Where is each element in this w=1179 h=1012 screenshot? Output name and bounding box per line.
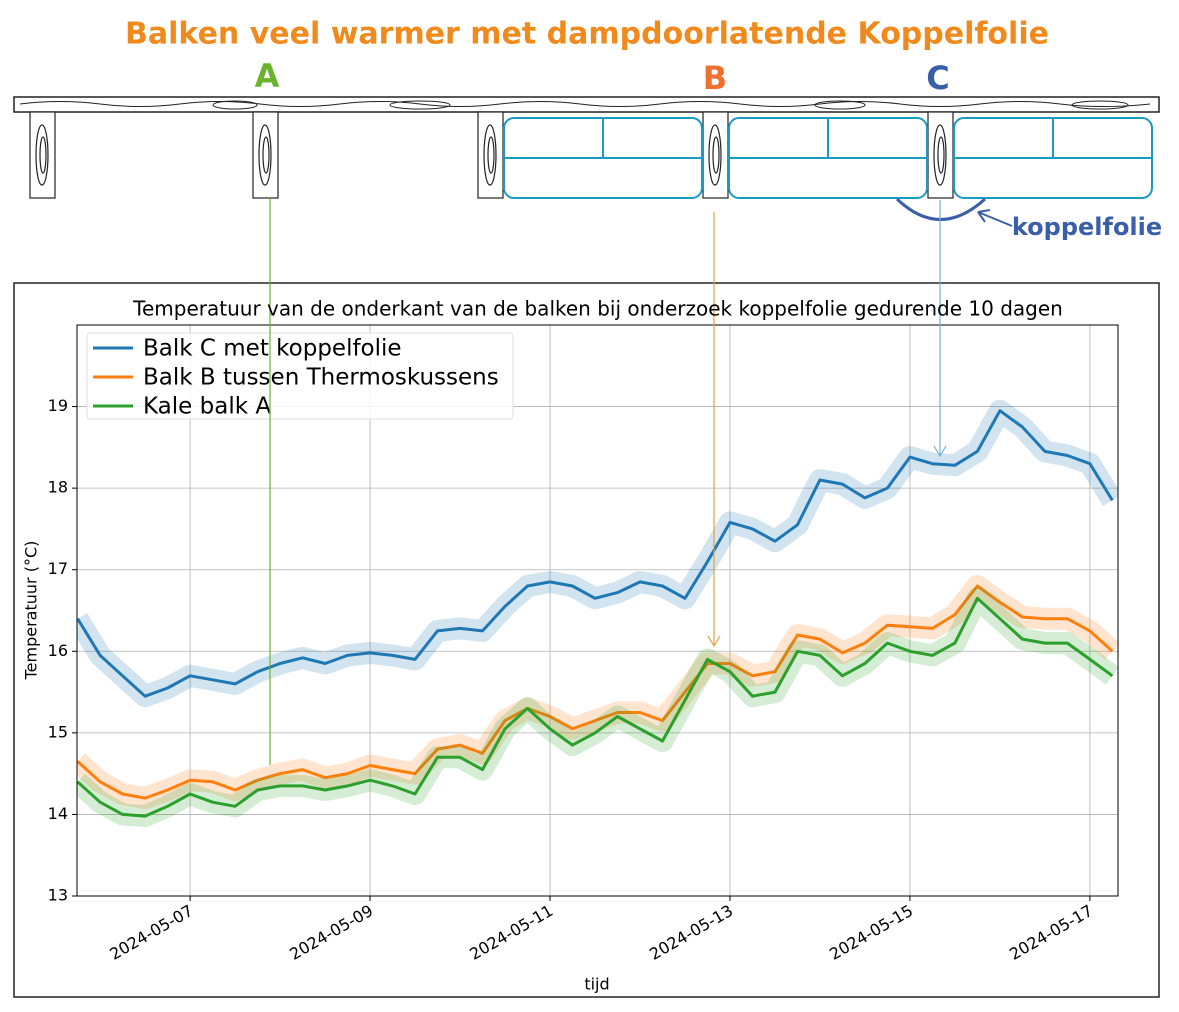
legend-label: Balk B tussen Thermoskussens <box>143 365 499 391</box>
y-axis-label: Temperatuur (°C) <box>22 541 41 681</box>
foil-label: koppelfolie <box>1012 213 1162 241</box>
insulation <box>503 117 1153 199</box>
chart-title: Temperatuur van de onderkant van de balk… <box>132 297 1063 321</box>
connectors <box>269 198 947 765</box>
chart-frame <box>13 282 1160 998</box>
label-c: C <box>926 59 949 97</box>
foil <box>895 197 987 221</box>
y-tick-label: 18 <box>48 478 68 497</box>
knot <box>1071 100 1129 110</box>
label-a: A <box>255 57 280 95</box>
series-line <box>77 596 1114 818</box>
foil-arrow <box>977 209 1013 227</box>
series-line <box>77 584 1114 800</box>
main-title: Balken veel warmer met dampdoorlatende K… <box>125 17 1049 52</box>
y-tick-label: 14 <box>48 804 68 823</box>
label-b: B <box>703 59 727 97</box>
beams <box>29 111 954 199</box>
y-tick-label: 17 <box>48 559 68 578</box>
legend-label: Kale balk A <box>143 394 271 420</box>
y-tick-label: 16 <box>48 641 68 660</box>
knot <box>814 100 866 110</box>
axes-frame <box>76 324 1119 897</box>
y-tick-label: 15 <box>48 722 68 741</box>
legend-label: Balk C met koppelfolie <box>143 336 402 362</box>
x-axis-label: tijd <box>584 975 609 994</box>
legend-box <box>86 332 514 420</box>
y-tick-label: 13 <box>48 886 68 905</box>
diagram <box>13 96 1160 227</box>
knot <box>212 100 258 110</box>
wood-grain <box>19 101 1151 107</box>
knot <box>389 100 451 110</box>
series-line <box>77 409 1114 698</box>
y-tick-label: 19 <box>48 396 68 415</box>
